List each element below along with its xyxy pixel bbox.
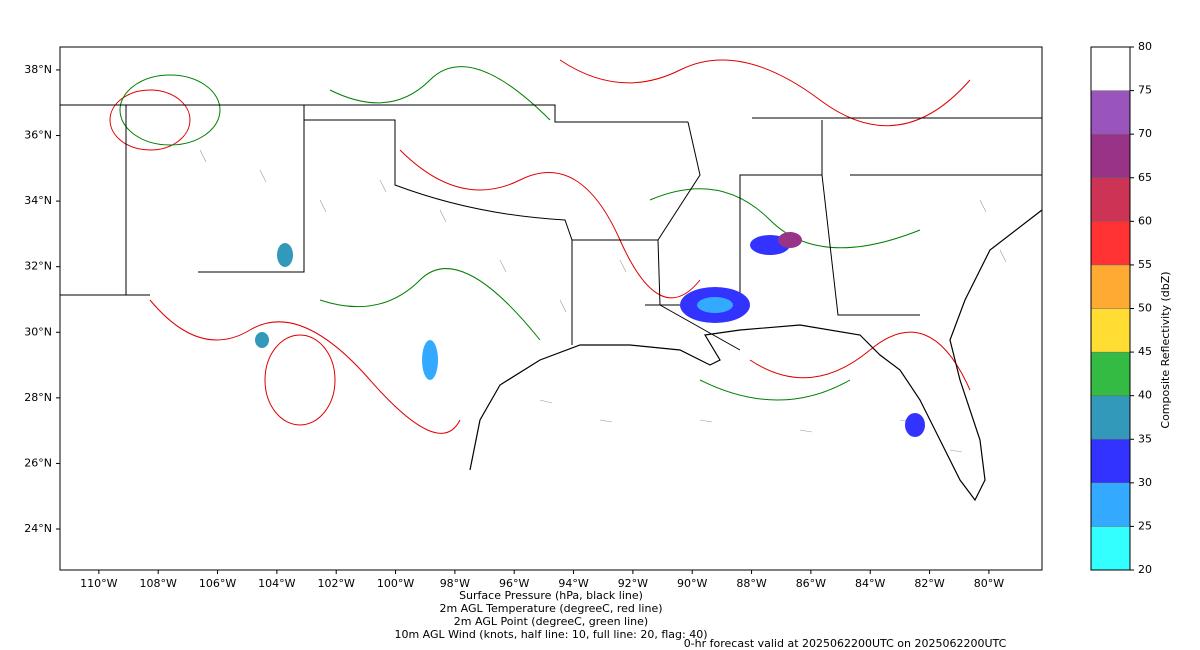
colorbar-tick-label: 50 xyxy=(1138,302,1152,315)
forecast-note: 0-hr forecast valid at 2025062200UTC on … xyxy=(684,637,1007,650)
caption: 10m AGL Wind (knots, half line: 10, full… xyxy=(394,628,707,641)
x-tick-label: 98°W xyxy=(440,577,470,590)
colorbar-tick-label: 80 xyxy=(1138,40,1152,53)
y-tick-label: 32°N xyxy=(24,260,52,273)
colorbar-band xyxy=(1090,395,1131,440)
wind-barbs xyxy=(199,149,1007,453)
colorbar-band xyxy=(1090,351,1131,396)
colorbar-band xyxy=(1090,46,1131,91)
x-tick-label: 110°W xyxy=(80,577,117,590)
caption: 2m AGL Temperature (degreeC, red line) xyxy=(439,602,662,615)
dewpoint-contours xyxy=(119,66,921,401)
colorbar-band xyxy=(1090,308,1131,353)
x-tick-label: 94°W xyxy=(558,577,588,590)
y-tick-label: 38°N xyxy=(24,63,52,76)
x-tick-label: 84°W xyxy=(855,577,885,590)
colorbar-band xyxy=(1090,482,1131,527)
x-tick-label: 90°W xyxy=(677,577,707,590)
colorbar-tick-label: 45 xyxy=(1138,345,1152,358)
caption: Surface Pressure (hPa, black line) xyxy=(459,589,643,602)
colorbar-label: Composite Reflectivity (dbZ) xyxy=(1159,271,1172,428)
coastline xyxy=(469,209,1043,502)
x-tick-label: 80°W xyxy=(974,577,1004,590)
x-tick-label: 102°W xyxy=(318,577,355,590)
x-tick-label: 108°W xyxy=(140,577,177,590)
x-tick-label: 88°W xyxy=(736,577,766,590)
colorbar-tick-label: 70 xyxy=(1138,127,1152,140)
colorbar-tick-label: 25 xyxy=(1138,519,1152,532)
colorbar-tick-label: 75 xyxy=(1138,84,1152,97)
y-tick-label: 36°N xyxy=(24,129,52,142)
x-tick-label: 82°W xyxy=(914,577,944,590)
y-tick-label: 28°N xyxy=(24,391,52,404)
colorbar-tick-label: 65 xyxy=(1138,171,1152,184)
borders xyxy=(60,104,1042,351)
y-tick-label: 26°N xyxy=(24,456,52,469)
colorbar-band xyxy=(1090,90,1131,135)
colorbar-band xyxy=(1090,221,1131,266)
x-tick-label: 100°W xyxy=(377,577,414,590)
colorbar-tick-label: 35 xyxy=(1138,432,1152,445)
colorbar-band xyxy=(1090,439,1131,484)
y-tick-label: 30°N xyxy=(24,325,52,338)
x-tick-label: 106°W xyxy=(199,577,236,590)
map-frame xyxy=(59,46,1043,571)
colorbar-band xyxy=(1090,133,1131,178)
y-tick-label: 24°N xyxy=(24,522,52,535)
colorbar-tick-label: 60 xyxy=(1138,214,1152,227)
x-tick-label: 92°W xyxy=(618,577,648,590)
x-tick-label: 86°W xyxy=(796,577,826,590)
colorbar-tick-label: 55 xyxy=(1138,258,1152,271)
colorbar-tick-label: 20 xyxy=(1138,563,1152,576)
colorbar-tick-label: 40 xyxy=(1138,389,1152,402)
colorbar-band xyxy=(1090,526,1131,571)
map-decoration xyxy=(60,59,1043,502)
caption: 2m AGL Point (degreeC, green line) xyxy=(454,615,648,628)
y-tick-label: 34°N xyxy=(24,194,52,207)
temperature-contours xyxy=(109,59,971,434)
colorbar-band xyxy=(1090,264,1131,309)
reflectivity-echoes xyxy=(255,232,925,437)
colorbar-band xyxy=(1090,177,1131,222)
x-tick-label: 96°W xyxy=(499,577,529,590)
colorbar-tick-label: 30 xyxy=(1138,476,1152,489)
x-tick-label: 104°W xyxy=(258,577,295,590)
